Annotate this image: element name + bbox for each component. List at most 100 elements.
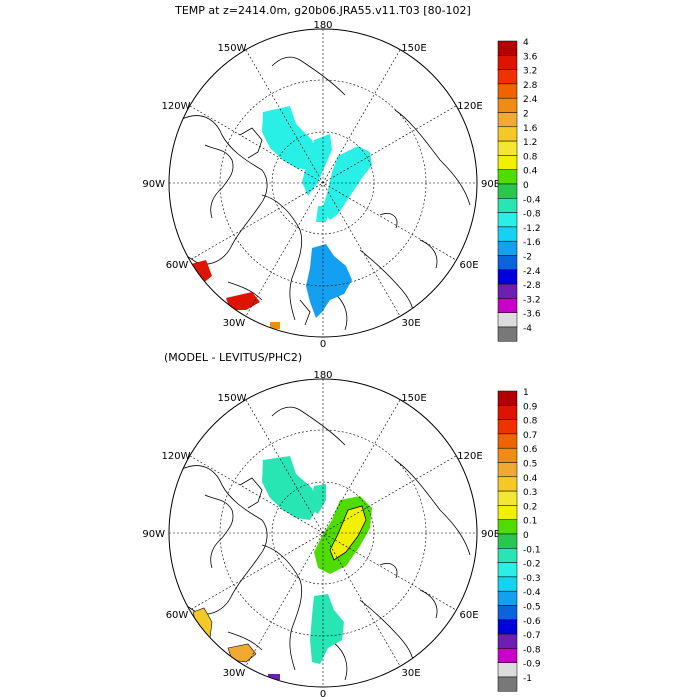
colorbar-top-tick-label: 4 bbox=[523, 38, 529, 48]
colorbar-bottom-swatch bbox=[497, 390, 518, 406]
bottom-lon-60w: 60W bbox=[166, 610, 189, 621]
colorbar-top-swatch bbox=[497, 183, 518, 199]
colorbar-bottom-tick-label: 0.4 bbox=[523, 474, 538, 484]
colorbar-top-tick-label: 0.8 bbox=[523, 152, 538, 162]
colorbar-bottom: 1 0.9 0.8 0.7 0.6 0.5 0.4 0.3 0.2 0.1 0 -0.1 -0.2 -0.… bbox=[497, 388, 541, 692]
colorbar-top-swatch bbox=[497, 97, 518, 113]
top-lon-0: 0 bbox=[320, 339, 326, 350]
colorbar-bottom-swatch bbox=[497, 419, 518, 435]
colorbar-top-swatch bbox=[497, 283, 518, 299]
colorbar-top-tick-label: -1.6 bbox=[523, 238, 541, 248]
colorbar-bottom-swatch bbox=[497, 490, 518, 506]
colorbar-bottom-swatch bbox=[497, 576, 518, 592]
colorbar-top-tick-label: -2.8 bbox=[523, 281, 541, 291]
bottom-lon-90e: 90E bbox=[481, 529, 500, 540]
bottom-lon-120e: 120E bbox=[457, 451, 482, 462]
colorbar-top-swatch bbox=[497, 155, 518, 170]
colorbar-top-tick-label: 3.2 bbox=[523, 67, 537, 77]
colorbar-top-tick-label: -2.4 bbox=[523, 267, 541, 277]
top-lon-30e: 30E bbox=[401, 318, 420, 329]
colorbar-bottom-tick-label: -0.9 bbox=[523, 660, 541, 670]
colorbar-bottom-swatch bbox=[497, 548, 518, 563]
top-graticule bbox=[169, 29, 477, 337]
colorbar-bottom-swatch bbox=[497, 662, 518, 678]
colorbar-top-swatch bbox=[497, 83, 518, 99]
figure-subtitle: (MODEL - LEVITUS/PHC2) bbox=[164, 351, 302, 364]
colorbar-bottom-tick-label: 0.1 bbox=[523, 517, 537, 527]
top-map: 180 0 90W 90E 150W 150E 120W 120E 60W 60… bbox=[142, 20, 500, 350]
bottom-graticule bbox=[169, 379, 477, 687]
top-lon-60e: 60E bbox=[459, 260, 478, 271]
colorbar-bottom-swatch bbox=[497, 462, 518, 478]
colorbar-top-swatch bbox=[497, 140, 518, 156]
top-field-red-30w bbox=[226, 292, 260, 310]
colorbar-top-tick-label: -0.8 bbox=[523, 210, 541, 220]
bottom-lon-labels: 180 0 90W 90E 150W 150E 120W 120E 60W 60… bbox=[142, 370, 500, 700]
colorbar-top-swatch bbox=[497, 312, 518, 328]
colorbar-top-swatch bbox=[497, 169, 518, 185]
colorbar-bottom-swatch bbox=[497, 590, 518, 606]
top-lon-180: 180 bbox=[313, 20, 332, 31]
colorbar-bottom-swatch bbox=[497, 533, 518, 549]
bottom-field-60w-wedge bbox=[192, 607, 213, 639]
colorbar-top-tick-label: 2.4 bbox=[523, 95, 538, 105]
top-lon-120w: 120W bbox=[162, 101, 191, 112]
bottom-field-teal-west bbox=[262, 456, 318, 520]
colorbar-top-tick-label: -0.4 bbox=[523, 195, 541, 205]
colorbar-top-tick-label: 1.6 bbox=[523, 124, 538, 134]
top-field-cyan-central bbox=[302, 134, 332, 196]
colorbar-bottom-swatch bbox=[497, 562, 518, 578]
colorbar-bottom-tick-label: 0.8 bbox=[523, 417, 538, 427]
colorbar-top-swatch bbox=[497, 298, 518, 313]
bottom-lon-0: 0 bbox=[320, 689, 326, 700]
colorbar-top-tick-label: -3.6 bbox=[523, 310, 541, 320]
bottom-lon-150w: 150W bbox=[218, 393, 247, 404]
colorbar-top-tick-label: 2.8 bbox=[523, 81, 538, 91]
colorbar-top-tick-label: 3.6 bbox=[523, 52, 538, 62]
bottom-lon-60e: 60E bbox=[459, 610, 478, 621]
colorbar-top-swatch bbox=[497, 240, 518, 256]
colorbar-top-tick-label: 0.4 bbox=[523, 167, 538, 177]
colorbar-bottom-tick-label: -0.4 bbox=[523, 588, 541, 598]
colorbar-top-swatch bbox=[497, 226, 518, 242]
top-lon-90w: 90W bbox=[142, 179, 165, 190]
bottom-field-teal-south bbox=[310, 594, 344, 664]
colorbar-top-tick-label: -4 bbox=[523, 324, 532, 334]
colorbar-bottom-tick-label: -0.1 bbox=[523, 545, 541, 555]
colorbar-bottom-tick-label: 0.5 bbox=[523, 460, 537, 470]
bottom-field-30w-wedge bbox=[227, 643, 257, 663]
colorbar-bottom-tick-label: -0.2 bbox=[523, 560, 541, 570]
bottom-lon-30w: 30W bbox=[223, 668, 246, 679]
colorbar-top-tick-label: 1.2 bbox=[523, 138, 537, 148]
colorbar-top-swatch bbox=[497, 326, 518, 342]
colorbar-bottom-tick-label: -0.5 bbox=[523, 603, 541, 613]
colorbar-top-swatch bbox=[497, 69, 518, 85]
top-lon-150w: 150W bbox=[218, 43, 247, 54]
top-lon-150e: 150E bbox=[401, 43, 426, 54]
colorbar-bottom-swatch bbox=[497, 519, 518, 535]
colorbar-top-tick-label: -1.2 bbox=[523, 224, 541, 234]
colorbar-bottom-swatch bbox=[497, 505, 518, 520]
colorbar-top-tick-label: 0 bbox=[523, 181, 529, 191]
colorbar-bottom-tick-label: 0.2 bbox=[523, 502, 537, 512]
top-lon-60w: 60W bbox=[166, 260, 189, 271]
top-map-fields bbox=[169, 29, 477, 337]
colorbar-bottom-swatch bbox=[497, 619, 518, 635]
colorbar-top-swatch bbox=[497, 269, 518, 285]
top-field-blue-south bbox=[306, 244, 352, 318]
colorbar-top-swatch bbox=[497, 212, 518, 228]
colorbar-bottom-swatch bbox=[497, 633, 518, 649]
colorbar-bottom-tick-label: -1 bbox=[523, 674, 532, 684]
bottom-lon-30e: 30E bbox=[401, 668, 420, 679]
colorbar-bottom-swatch bbox=[497, 433, 518, 449]
colorbar-bottom-tick-label: -0.6 bbox=[523, 617, 541, 627]
bottom-lon-120w: 120W bbox=[162, 451, 191, 462]
top-lon-30w: 30W bbox=[223, 318, 246, 329]
colorbar-bottom-tick-label: -0.7 bbox=[523, 631, 541, 641]
colorbar-bottom-tick-label: 0.9 bbox=[523, 402, 538, 412]
top-field-cyan-west bbox=[262, 106, 318, 170]
colorbar-bottom-swatch bbox=[497, 648, 518, 663]
colorbar-top-tick-label: -3.2 bbox=[523, 295, 541, 305]
colorbar-top-tick-label: -2 bbox=[523, 253, 532, 263]
